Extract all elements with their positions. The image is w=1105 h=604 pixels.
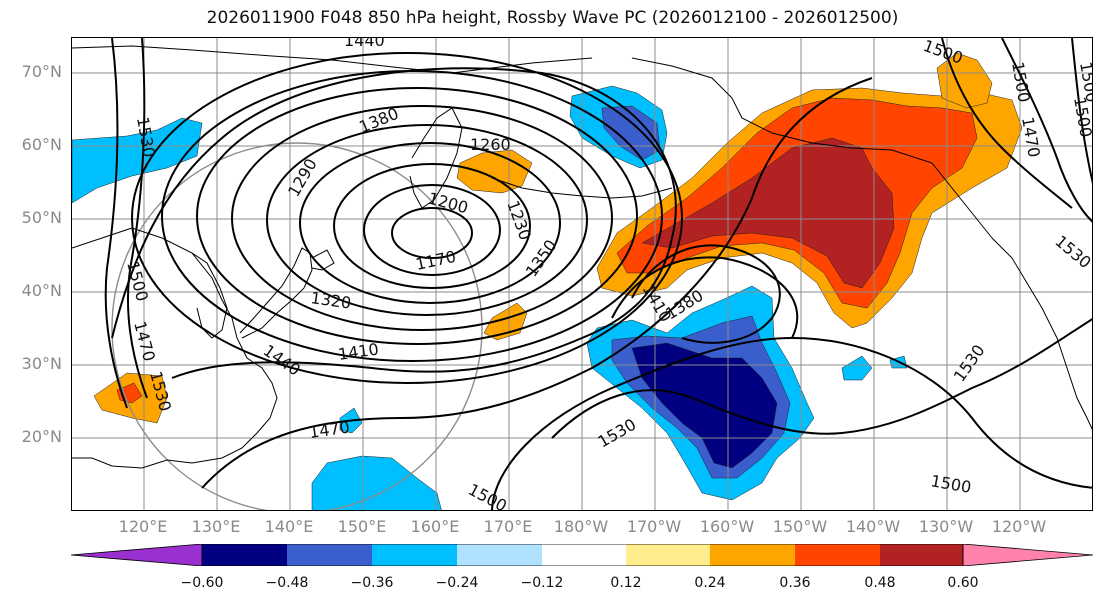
lat-label-70n: 70°N	[21, 62, 62, 81]
lon-label-170e: 170°E	[483, 517, 533, 536]
contour-1440	[111, 67, 677, 379]
coast-hokkaido	[311, 249, 335, 271]
colorbar-segment	[457, 544, 542, 566]
lat-label-20n: 20°N	[21, 427, 62, 446]
contour-1380-east	[631, 244, 781, 344]
reference-circle	[111, 142, 483, 510]
contour-label: 1500	[1070, 95, 1093, 138]
colorbar-tick-label: −0.60	[180, 575, 224, 591]
colorbar-segment	[626, 544, 710, 566]
neg-region-central-core	[631, 342, 778, 469]
lat-label-50n: 50°N	[21, 208, 62, 227]
contour-label: 1440	[344, 38, 385, 50]
neg-region-east-small	[841, 355, 873, 381]
colorbar-tick-label: 0.60	[947, 575, 979, 591]
contour-1410-east	[611, 256, 799, 339]
map-title: 2026011900 F048 850 hPa height, Rossby W…	[206, 8, 899, 28]
colorbar-extend-low	[71, 544, 203, 566]
contour-1230	[333, 163, 531, 289]
lat-label-30n: 30°N	[21, 354, 62, 373]
lon-label-120w: 120°W	[991, 517, 1047, 536]
contour-label: 1530	[595, 415, 640, 452]
lon-label-160e: 160°E	[410, 517, 460, 536]
contour-1500-west	[127, 38, 148, 399]
map-canvas: 1440 1500 1380 1260 1290 1200 1230 1350 …	[72, 38, 1093, 511]
neg-region-west	[72, 117, 203, 204]
contour-label: 1500	[929, 471, 972, 497]
map-panel: 1440 1500 1380 1260 1290 1200 1230 1350 …	[71, 37, 1093, 511]
lon-label-150e: 150°E	[337, 517, 387, 536]
contour-1260	[299, 142, 561, 304]
lon-label-140e: 140°E	[264, 517, 314, 536]
colorbar-tick-label: −0.48	[265, 575, 309, 591]
lon-label-160w: 160°W	[699, 517, 755, 536]
coast-east-asia	[72, 227, 278, 469]
lon-label-150w: 150°W	[772, 517, 828, 536]
colorbar-segment	[202, 544, 287, 566]
lon-label-130w: 130°W	[918, 517, 974, 536]
contour-label: 1470	[1018, 115, 1044, 158]
contour-1530	[551, 318, 1092, 439]
contour-1470-ne	[1001, 38, 1092, 223]
coast-alaska	[631, 57, 993, 239]
contour-label: 1500	[1008, 60, 1034, 103]
colorbar-tick-label: −0.24	[435, 575, 479, 591]
colorbar-tick-label: 0.12	[610, 575, 642, 591]
contour-label: 1350	[522, 236, 561, 280]
lon-label-120e: 120°E	[118, 517, 168, 536]
pos-region-main-core	[641, 137, 895, 289]
graticule	[72, 38, 1092, 510]
colorbar-extend-high	[962, 544, 1093, 566]
colorbar-tick-label: 0.48	[864, 575, 896, 591]
colorbar-outline	[201, 544, 964, 566]
colorbar-tick-label: −0.36	[350, 575, 394, 591]
contour-label: 1260	[470, 135, 511, 154]
colorbar-segment	[880, 544, 963, 566]
colorbar-tick-label: −0.12	[520, 575, 564, 591]
coast-north-america	[991, 237, 1092, 430]
colorbar	[71, 544, 1093, 566]
lat-label-40n: 40°N	[21, 281, 62, 300]
colorbar-segment	[795, 544, 880, 566]
contour-1470	[201, 77, 873, 489]
contour-1530-west	[104, 38, 128, 409]
height-contours	[104, 38, 1092, 510]
contour-1350	[196, 87, 638, 345]
contour-label: 1530	[1051, 232, 1093, 273]
lon-label-130e: 130°E	[191, 517, 241, 536]
colorbar-segment	[372, 544, 457, 566]
colorbar-tick-label: 0.36	[779, 575, 811, 591]
pos-region-center-north	[456, 149, 533, 194]
lon-label-140w: 140°W	[845, 517, 901, 536]
lat-label-60n: 60°N	[21, 135, 62, 154]
contour-label: 1170	[414, 247, 458, 274]
colorbar-tick-label: 0.24	[694, 575, 726, 591]
contour-1410	[131, 52, 683, 384]
colorbar-segment	[542, 544, 626, 566]
contour-1200	[363, 184, 501, 276]
contour-label: 1500	[465, 480, 510, 511]
anomaly-fills	[72, 52, 1023, 510]
lon-label-170w: 170°W	[626, 517, 682, 536]
contour-label: 1530	[950, 341, 989, 385]
contour-1500-ne	[941, 38, 1073, 209]
neg-region-south	[311, 455, 442, 510]
contour-1290	[266, 124, 588, 316]
contour-label: 1230	[503, 198, 535, 243]
colorbar-segment	[710, 544, 795, 566]
contour-1170	[391, 207, 473, 259]
contour-1320	[231, 105, 613, 331]
contour-label: 1200	[426, 189, 470, 218]
contour-1530-ne	[1071, 38, 1092, 184]
lon-label-180w: 180°W	[553, 517, 609, 536]
colorbar-segment	[287, 544, 372, 566]
